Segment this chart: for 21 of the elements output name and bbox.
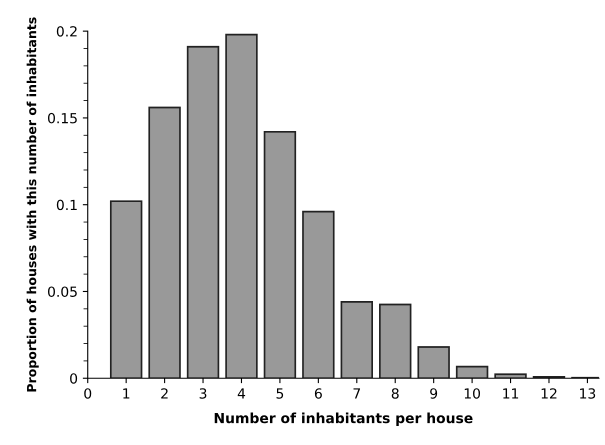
x-tick-label: 11 bbox=[503, 388, 518, 399]
x-tick-label: 10 bbox=[464, 388, 480, 399]
x-tick-label: 9 bbox=[430, 388, 438, 399]
x-tick-label: 0 bbox=[84, 388, 92, 399]
x-tick-label: 5 bbox=[276, 388, 284, 399]
x-tick-label: 6 bbox=[314, 388, 322, 399]
x-tick-label: 3 bbox=[200, 388, 206, 399]
x-tick-label: 12 bbox=[542, 388, 556, 399]
x-tick-label: 7 bbox=[354, 388, 360, 399]
x-axis-title: Number of inhabitants per house bbox=[214, 412, 473, 426]
y-axis-title: Proportion of houses with this number of inhabitants bbox=[26, 17, 39, 392]
y-tick-label: 0.05 bbox=[48, 286, 77, 297]
x-tick-label: 2 bbox=[161, 388, 168, 399]
y-tick-label: 0.1 bbox=[56, 200, 77, 210]
x-tick-label: 8 bbox=[392, 388, 399, 399]
x-tick-label: 4 bbox=[238, 388, 246, 399]
x-tick-label: 1 bbox=[123, 388, 130, 399]
x-tick-label: 13 bbox=[580, 388, 596, 399]
y-tick-label: 0.2 bbox=[56, 26, 77, 37]
y-tick-label: 0.15 bbox=[48, 112, 77, 124]
y-tick-label: 0 bbox=[70, 373, 78, 384]
